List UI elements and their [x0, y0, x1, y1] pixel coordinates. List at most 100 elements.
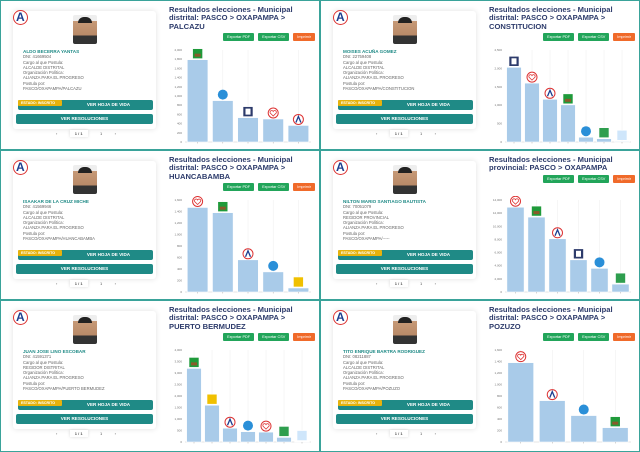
prev-page-button[interactable]: ‹ [56, 130, 58, 136]
export-csv-button[interactable]: Exportar CSV [258, 33, 290, 42]
bar [212, 100, 234, 143]
postula-value: PASCO/OXAPAMPA/CONSTITUCION [343, 86, 415, 92]
ver-hoja-de-vida-label: VER HOJA DE VIDA [406, 252, 451, 257]
export-csv-button[interactable]: Exportar CSV [578, 333, 610, 342]
next-page-button[interactable]: › [114, 430, 116, 436]
heart-logo-mark [269, 110, 277, 117]
page-number[interactable]: 1 [99, 280, 103, 286]
page-number[interactable]: 1 [99, 130, 103, 136]
ver-resoluciones-button[interactable]: VER RESOLUCIONES [336, 264, 473, 274]
ver-hoja-de-vida-button[interactable]: VER HOJA DE VIDA [338, 250, 473, 260]
print-button[interactable]: Imprimir [293, 33, 315, 42]
export-csv-button[interactable]: Exportar CSV [258, 333, 290, 342]
y-tick-label: 4,000 [494, 264, 502, 268]
page-number[interactable]: 1 [419, 280, 423, 286]
print-button[interactable]: Imprimir [613, 174, 635, 183]
status-badge: ESTADO: INSCRITO [338, 400, 382, 406]
candidate-name: ALDO BECERRA YANTAS [23, 49, 80, 54]
print-button[interactable]: Imprimir [293, 333, 315, 342]
postula-value: PASCO/OXAPAMPA/POZUZO [343, 386, 401, 392]
y-tick-label: 1,000 [174, 233, 182, 237]
leaf-party-logo-icon [293, 276, 304, 288]
ver-hoja-de-vida-label: VER HOJA DE VIDA [86, 402, 131, 407]
bar [506, 66, 522, 143]
candidate-name: ISAAKAR DE LA CRUZ MICHE [23, 199, 89, 204]
org-label: Organización Política: [343, 70, 384, 76]
prev-page-button[interactable]: ‹ [376, 430, 378, 436]
bar [240, 431, 256, 443]
y-tick-label: 1,600 [494, 348, 502, 352]
postula-value: PASCO/OXAPAMPA/HUANCABAMBA [23, 236, 95, 242]
print-button[interactable]: Imprimir [613, 333, 635, 342]
a-logo-mark [226, 417, 234, 426]
y-tick-label: 1,500 [174, 406, 182, 410]
page-number[interactable]: 1 [419, 130, 423, 136]
ver-resoluciones-button[interactable]: VER RESOLUCIONES [16, 264, 153, 274]
bar [548, 238, 567, 293]
heart-logo-mark [511, 198, 520, 205]
org-value: ALIANZA PARA EL PROGRESO [23, 225, 84, 231]
dni-row: DNI: 41591371 [23, 354, 153, 359]
prev-page-button[interactable]: ‹ [56, 280, 58, 286]
export-pdf-button[interactable]: Exportar PDF [223, 33, 255, 42]
y-tick-label: 6,000 [494, 251, 502, 255]
y-tick-label: 14,000 [493, 198, 503, 202]
next-page-button[interactable]: › [434, 130, 436, 136]
plant-party-logo-icon [188, 357, 200, 368]
bar [262, 271, 284, 293]
export-pdf-button[interactable]: Exportar PDF [543, 33, 575, 42]
ver-resoluciones-button[interactable]: VER RESOLUCIONES [16, 114, 153, 124]
export-csv-button[interactable]: Exportar CSV [258, 183, 290, 192]
ver-hoja-de-vida-label: VER HOJA DE VIDA [406, 402, 451, 407]
y-tick-label: 3,000 [174, 371, 182, 375]
ver-hoja-de-vida-button[interactable]: VER HOJA DE VIDA [338, 400, 473, 410]
next-page-button[interactable]: › [114, 280, 116, 286]
export-csv-button[interactable]: Exportar CSV [578, 33, 610, 42]
dni-row: DNI: 41569946 [23, 204, 153, 209]
next-page-button[interactable]: › [434, 430, 436, 436]
chart-title: Resultados elecciones - Municipal distri… [169, 305, 293, 331]
next-page-button[interactable]: › [434, 280, 436, 286]
ver-resoluciones-label: VER RESOLUCIONES [380, 266, 429, 271]
ver-hoja-de-vida-button[interactable]: VER HOJA DE VIDA [18, 400, 153, 410]
plant-party-logo-icon [217, 201, 229, 212]
y-tick-label: 800 [497, 394, 502, 398]
party-logo-icon [13, 310, 28, 325]
export-pdf-button[interactable]: Exportar PDF [543, 333, 575, 342]
house-party-logo-icon [598, 127, 610, 138]
ver-hoja-de-vida-button[interactable]: VER HOJA DE VIDA [18, 100, 153, 110]
bar-chart: 0 200 400 600 800 1,000 1,200 1,400 1,600 [494, 348, 631, 444]
prev-page-button[interactable]: ‹ [376, 280, 378, 286]
cargo-label: Cargo al que Postula: [343, 59, 384, 65]
ver-resoluciones-button[interactable]: VER RESOLUCIONES [16, 414, 153, 424]
page-number[interactable]: 1 [99, 430, 103, 436]
org-label: Organización Política: [343, 370, 384, 376]
ver-resoluciones-button[interactable]: VER RESOLUCIONES [336, 414, 473, 424]
party-logo-icon [13, 10, 28, 25]
status-badge: ESTADO: INSCRITO [18, 100, 62, 106]
print-button[interactable]: Imprimir [613, 33, 635, 42]
prev-page-button[interactable]: ‹ [376, 130, 378, 136]
ver-hoja-de-vida-button[interactable]: VER HOJA DE VIDA [18, 250, 153, 260]
drop-party-logo-icon [581, 126, 591, 137]
export-pdf-button[interactable]: Exportar PDF [543, 174, 575, 183]
bar-chart: 0 200 400 600 800 1,000 1,200 1,400 1,600 1,800 2,… [174, 48, 311, 144]
export-pdf-button[interactable]: Exportar PDF [223, 183, 255, 192]
export-pdf-button[interactable]: Exportar PDF [223, 333, 255, 342]
ver-hoja-de-vida-button[interactable]: VER HOJA DE VIDA [338, 100, 473, 110]
page-number[interactable]: 1 [419, 430, 423, 436]
y-tick-label: 1,200 [174, 85, 182, 89]
export-toolbar: Exportar PDF Exportar CSV Imprimir [169, 333, 317, 342]
candidate-info: MOISES ACUÑA GOMEZ DNI: 22759408 Cargo al … [343, 49, 473, 91]
next-page-button[interactable]: › [114, 130, 116, 136]
print-button[interactable]: Imprimir [293, 183, 315, 192]
y-tick-label: 1,200 [494, 371, 502, 375]
bar-chart: 0 200 400 600 800 1,000 1,200 1,400 1,600 [174, 196, 311, 294]
y-tick-label: 1,400 [174, 210, 182, 214]
prev-page-button[interactable]: ‹ [56, 430, 58, 436]
export-csv-button[interactable]: Exportar CSV [578, 174, 610, 183]
chart-header: Resultados elecciones - Municipal distri… [169, 5, 317, 42]
chart-title: Resultados elecciones - Municipal distri… [169, 5, 293, 31]
ver-resoluciones-button[interactable]: VER RESOLUCIONES [336, 114, 473, 124]
ver-resoluciones-label: VER RESOLUCIONES [60, 266, 109, 271]
